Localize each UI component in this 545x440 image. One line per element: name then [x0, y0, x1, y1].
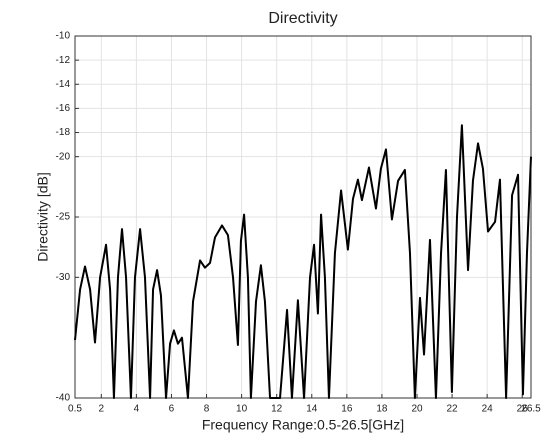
y-tick-label: -18 [56, 127, 71, 138]
x-tick-label: 8 [204, 404, 210, 415]
x-tick-label: 24 [482, 404, 494, 415]
y-tick-label: -40 [56, 393, 71, 404]
x-tick-label: 12 [271, 404, 283, 415]
y-tick-label: -30 [56, 272, 71, 283]
x-tick-label: 2 [99, 404, 105, 415]
y-tick-label: -10 [56, 31, 71, 42]
y-tick-label: -12 [56, 55, 71, 66]
x-tick-label: 0.5 [68, 404, 82, 415]
x-tick-label: 14 [306, 404, 318, 415]
x-tick-label: 4 [134, 404, 140, 415]
chart-title: Directivity [268, 10, 337, 27]
x-tick-label: 16 [341, 404, 353, 415]
x-tick-label: 6 [169, 404, 175, 415]
y-tick-label: -25 [56, 212, 71, 223]
x-tick-label: 22 [447, 404, 459, 415]
x-tick-label: 26.5 [521, 404, 541, 415]
y-tick-label: -14 [56, 79, 71, 90]
y-axis-label: Directivity [dB] [35, 172, 51, 261]
x-tick-label: 20 [411, 404, 423, 415]
x-tick-label: 18 [376, 404, 388, 415]
data-line [74, 124, 532, 399]
x-tick-label: 26 [517, 404, 529, 415]
x-tick-label: 10 [236, 404, 248, 415]
x-axis-label: Frequency Range:0.5-26.5[GHz] [202, 417, 404, 433]
plot-frame [74, 35, 532, 399]
y-tick-label: -16 [56, 103, 71, 114]
y-tick-label: -20 [56, 151, 71, 162]
